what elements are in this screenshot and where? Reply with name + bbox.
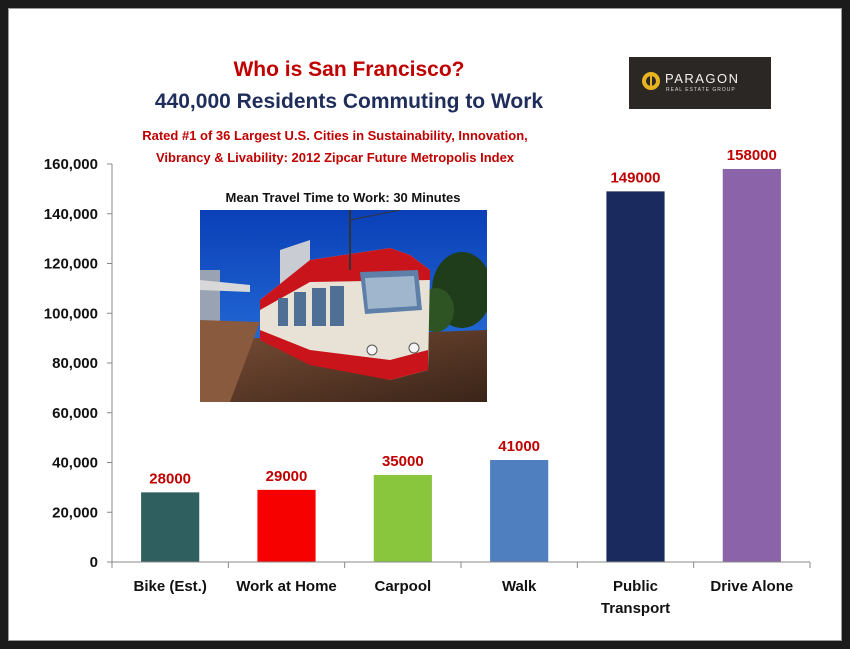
streetcar-photo (200, 210, 487, 402)
x-category-label: Walk (502, 578, 537, 595)
data-label: 28000 (149, 470, 191, 487)
x-category-label: Drive Alone (710, 578, 793, 595)
x-axis: Bike (Est.) Work at Home Carpool Walk Public… (111, 561, 811, 617)
y-tick-label: 100,000 (44, 305, 98, 322)
sunburst-logo-icon (642, 72, 660, 90)
bar (141, 492, 200, 562)
y-tick-label: 120,000 (44, 256, 98, 273)
paragon-logo: PARAGON REAL ESTATE GROUP (629, 57, 771, 109)
photo-caption: Mean Travel Time to Work: 30 Minutes (225, 190, 460, 205)
chart-subtitle: 440,000 Residents Commuting to Work (155, 90, 544, 113)
bar (257, 489, 316, 562)
y-tick-label: 80,000 (52, 355, 98, 372)
bar (606, 191, 665, 563)
x-category-label: Public (613, 578, 658, 595)
bars-group: 28000 29000 35000 41000 149000 158000 (141, 147, 781, 563)
data-label: 149000 (610, 169, 660, 186)
bar (490, 460, 549, 562)
y-tick-label: 40,000 (52, 455, 98, 472)
note-line-2: Vibrancy & Livability: 2012 Zipcar Futur… (156, 150, 515, 165)
bar (373, 474, 432, 562)
x-category-label: Work at Home (236, 578, 337, 595)
note-line-1: Rated #1 of 36 Largest U.S. Cities in Su… (142, 128, 528, 143)
logo-name: PARAGON (665, 71, 740, 86)
bar (722, 168, 781, 562)
x-category-label: Bike (Est.) (133, 578, 206, 595)
x-category-label: Transport (601, 600, 670, 617)
data-label: 35000 (382, 453, 424, 470)
x-category-label: Carpool (374, 578, 431, 595)
y-tick-label: 160,000 (44, 156, 98, 173)
y-axis: 0 20,000 40,000 60,000 80,000 100,000 120,000 1… (44, 156, 113, 571)
y-tick-label: 20,000 (52, 504, 98, 521)
y-tick-label: 0 (90, 554, 98, 571)
logo-tagline: REAL ESTATE GROUP (666, 87, 736, 93)
data-label: 29000 (266, 468, 308, 485)
y-tick-label: 60,000 (52, 405, 98, 422)
y-tick-label: 140,000 (44, 206, 98, 223)
chart-title: Who is San Francisco? (233, 58, 464, 81)
data-label: 41000 (498, 438, 540, 455)
data-label: 158000 (727, 147, 777, 164)
